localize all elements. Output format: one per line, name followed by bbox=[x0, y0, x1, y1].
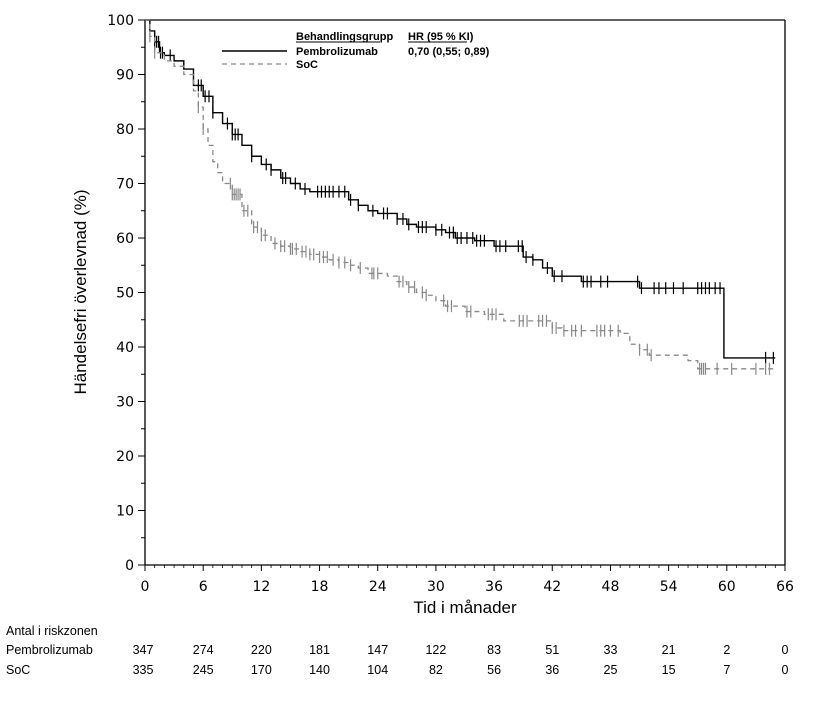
x-tick-label: 30 bbox=[427, 579, 445, 595]
legend-header-group: Behandlingsgrupp bbox=[296, 31, 393, 43]
y-tick-label: 30 bbox=[116, 395, 134, 411]
risk-value: 51 bbox=[545, 643, 560, 657]
x-tick-label: 24 bbox=[369, 579, 387, 595]
risk-value: 56 bbox=[487, 663, 502, 677]
risk-value: 147 bbox=[367, 643, 389, 657]
y-tick-label: 10 bbox=[116, 504, 134, 520]
x-tick-label: 6 bbox=[199, 579, 208, 595]
risk-value: 33 bbox=[603, 643, 618, 657]
risk-value: 36 bbox=[545, 663, 560, 677]
legend: Behandlingsgrupp HR (95 % KI) Pembrolizu… bbox=[222, 31, 490, 71]
y-tick-label: 0 bbox=[125, 558, 134, 574]
x-tick-label: 36 bbox=[485, 579, 503, 595]
risk-value: 25 bbox=[603, 663, 618, 677]
x-axis-title: Tid i månader bbox=[413, 598, 517, 617]
y-tick-label: 60 bbox=[116, 231, 134, 247]
risk-value: 21 bbox=[661, 643, 676, 657]
x-tick-label: 12 bbox=[252, 579, 270, 595]
risk-row-label: Pembrolizumab bbox=[6, 643, 93, 657]
risk-value: 7 bbox=[723, 663, 731, 677]
risk-value: 245 bbox=[192, 663, 214, 677]
risk-value: 181 bbox=[309, 643, 330, 657]
legend-label-soc: SoC bbox=[296, 59, 318, 71]
legend-label-pembrolizumab: Pembrolizumab bbox=[296, 46, 378, 58]
y-tick-label: 90 bbox=[116, 68, 134, 84]
risk-table-title: Antal i riskzonen bbox=[6, 624, 98, 638]
risk-value: 104 bbox=[367, 663, 389, 677]
risk-value: 140 bbox=[309, 663, 330, 677]
x-tick-label: 54 bbox=[660, 579, 678, 595]
x-tick-label: 0 bbox=[141, 579, 150, 595]
risk-value: 220 bbox=[250, 643, 272, 657]
x-tick-label: 66 bbox=[776, 579, 794, 595]
x-tick-label: 48 bbox=[602, 579, 620, 595]
risk-value: 2 bbox=[723, 643, 731, 657]
y-tick-label: 50 bbox=[116, 286, 134, 302]
curves bbox=[145, 19, 776, 375]
risk-value: 122 bbox=[425, 643, 447, 657]
y-tick-label: 40 bbox=[116, 340, 134, 356]
axes: 0 10 20 30 40 50 60 70 80 90 100 0 6 12 18 24 30 36 42 48 54… bbox=[107, 13, 794, 595]
km-chart: 0 10 20 30 40 50 60 70 80 90 100 0 6 12 18 24 30 36 42 48 54… bbox=[71, 13, 794, 617]
risk-value: 0 bbox=[781, 643, 789, 657]
legend-header-hr: HR (95 % KI) bbox=[408, 31, 474, 43]
x-tick-label: 60 bbox=[718, 579, 736, 595]
risk-value: 0 bbox=[781, 663, 789, 677]
risk-value: 274 bbox=[192, 643, 214, 657]
x-tick-label: 42 bbox=[543, 579, 561, 595]
y-tick-label: 80 bbox=[116, 122, 134, 138]
risk-value: 83 bbox=[487, 643, 502, 657]
y-axis-title: Händelsefri överlevnad (%) bbox=[71, 189, 90, 394]
y-tick-label: 100 bbox=[107, 13, 134, 29]
risk-value: 82 bbox=[428, 663, 443, 677]
risk-value: 170 bbox=[250, 663, 272, 677]
legend-hr-pembrolizumab: 0,70 (0,55; 0,89) bbox=[408, 46, 490, 58]
y-tick-label: 20 bbox=[116, 449, 134, 465]
y-tick-label: 70 bbox=[116, 177, 134, 193]
risk-value: 15 bbox=[661, 663, 676, 677]
risk-value: 335 bbox=[132, 663, 154, 677]
x-tick-label: 18 bbox=[311, 579, 329, 595]
risk-value: 347 bbox=[132, 643, 154, 657]
risk-row-label: SoC bbox=[6, 663, 31, 677]
